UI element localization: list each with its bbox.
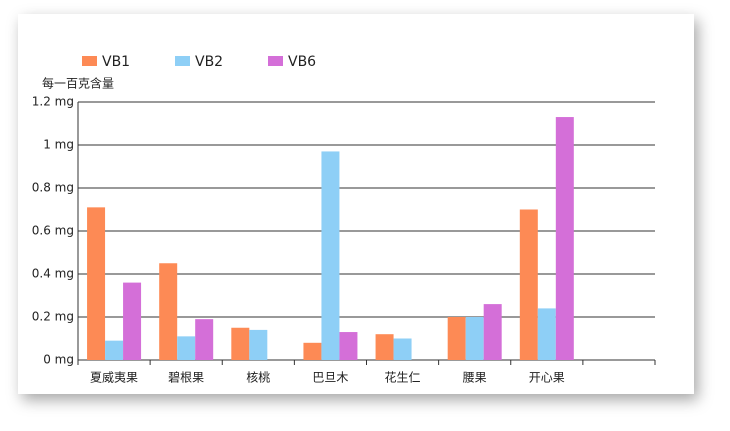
bar: [555, 117, 574, 360]
x-tick-label: 碧根果: [168, 371, 204, 385]
bar: [123, 282, 142, 360]
y-tick-label: 0.2 mg: [32, 310, 74, 324]
x-tick-label: 开心果: [529, 371, 565, 385]
x-tick-label: 腰果: [463, 371, 487, 385]
legend-label: VB1: [102, 54, 130, 70]
legend-swatch: [268, 56, 283, 66]
y-tick-label: 1 mg: [43, 138, 74, 152]
bar: [249, 329, 268, 360]
y-tick-label: 0.6 mg: [32, 224, 74, 238]
bar: [465, 317, 484, 360]
bar: [375, 334, 394, 360]
legend-label: VB2: [195, 54, 223, 70]
bar: [447, 317, 466, 360]
bar: [483, 304, 502, 360]
y-tick-label: 0.4 mg: [32, 267, 74, 281]
bar: [231, 327, 250, 360]
legend-swatch: [82, 56, 97, 66]
bar: [87, 207, 106, 360]
x-tick-label: 花生仁: [385, 370, 421, 385]
x-tick-label: 巴旦木: [312, 371, 348, 385]
bar: [537, 308, 556, 360]
bar: [195, 319, 214, 360]
bar: [519, 209, 538, 360]
y-axis-title: 每一百克含量: [42, 76, 114, 91]
bar: [339, 332, 358, 360]
x-tick-label: 核桃: [246, 370, 270, 385]
legend-label: VB6: [288, 54, 316, 70]
bar: [321, 151, 340, 360]
bar: [303, 342, 322, 360]
x-tick-label: 夏威夷果: [90, 370, 138, 385]
y-tick-label: 0 mg: [43, 353, 74, 367]
bar: [393, 338, 412, 360]
bar: [105, 340, 124, 360]
bar: [159, 263, 178, 360]
y-tick-label: 1.2 mg: [32, 95, 74, 109]
y-tick-label: 0.8 mg: [32, 181, 74, 195]
bar: [177, 336, 196, 360]
legend-swatch: [175, 56, 190, 66]
